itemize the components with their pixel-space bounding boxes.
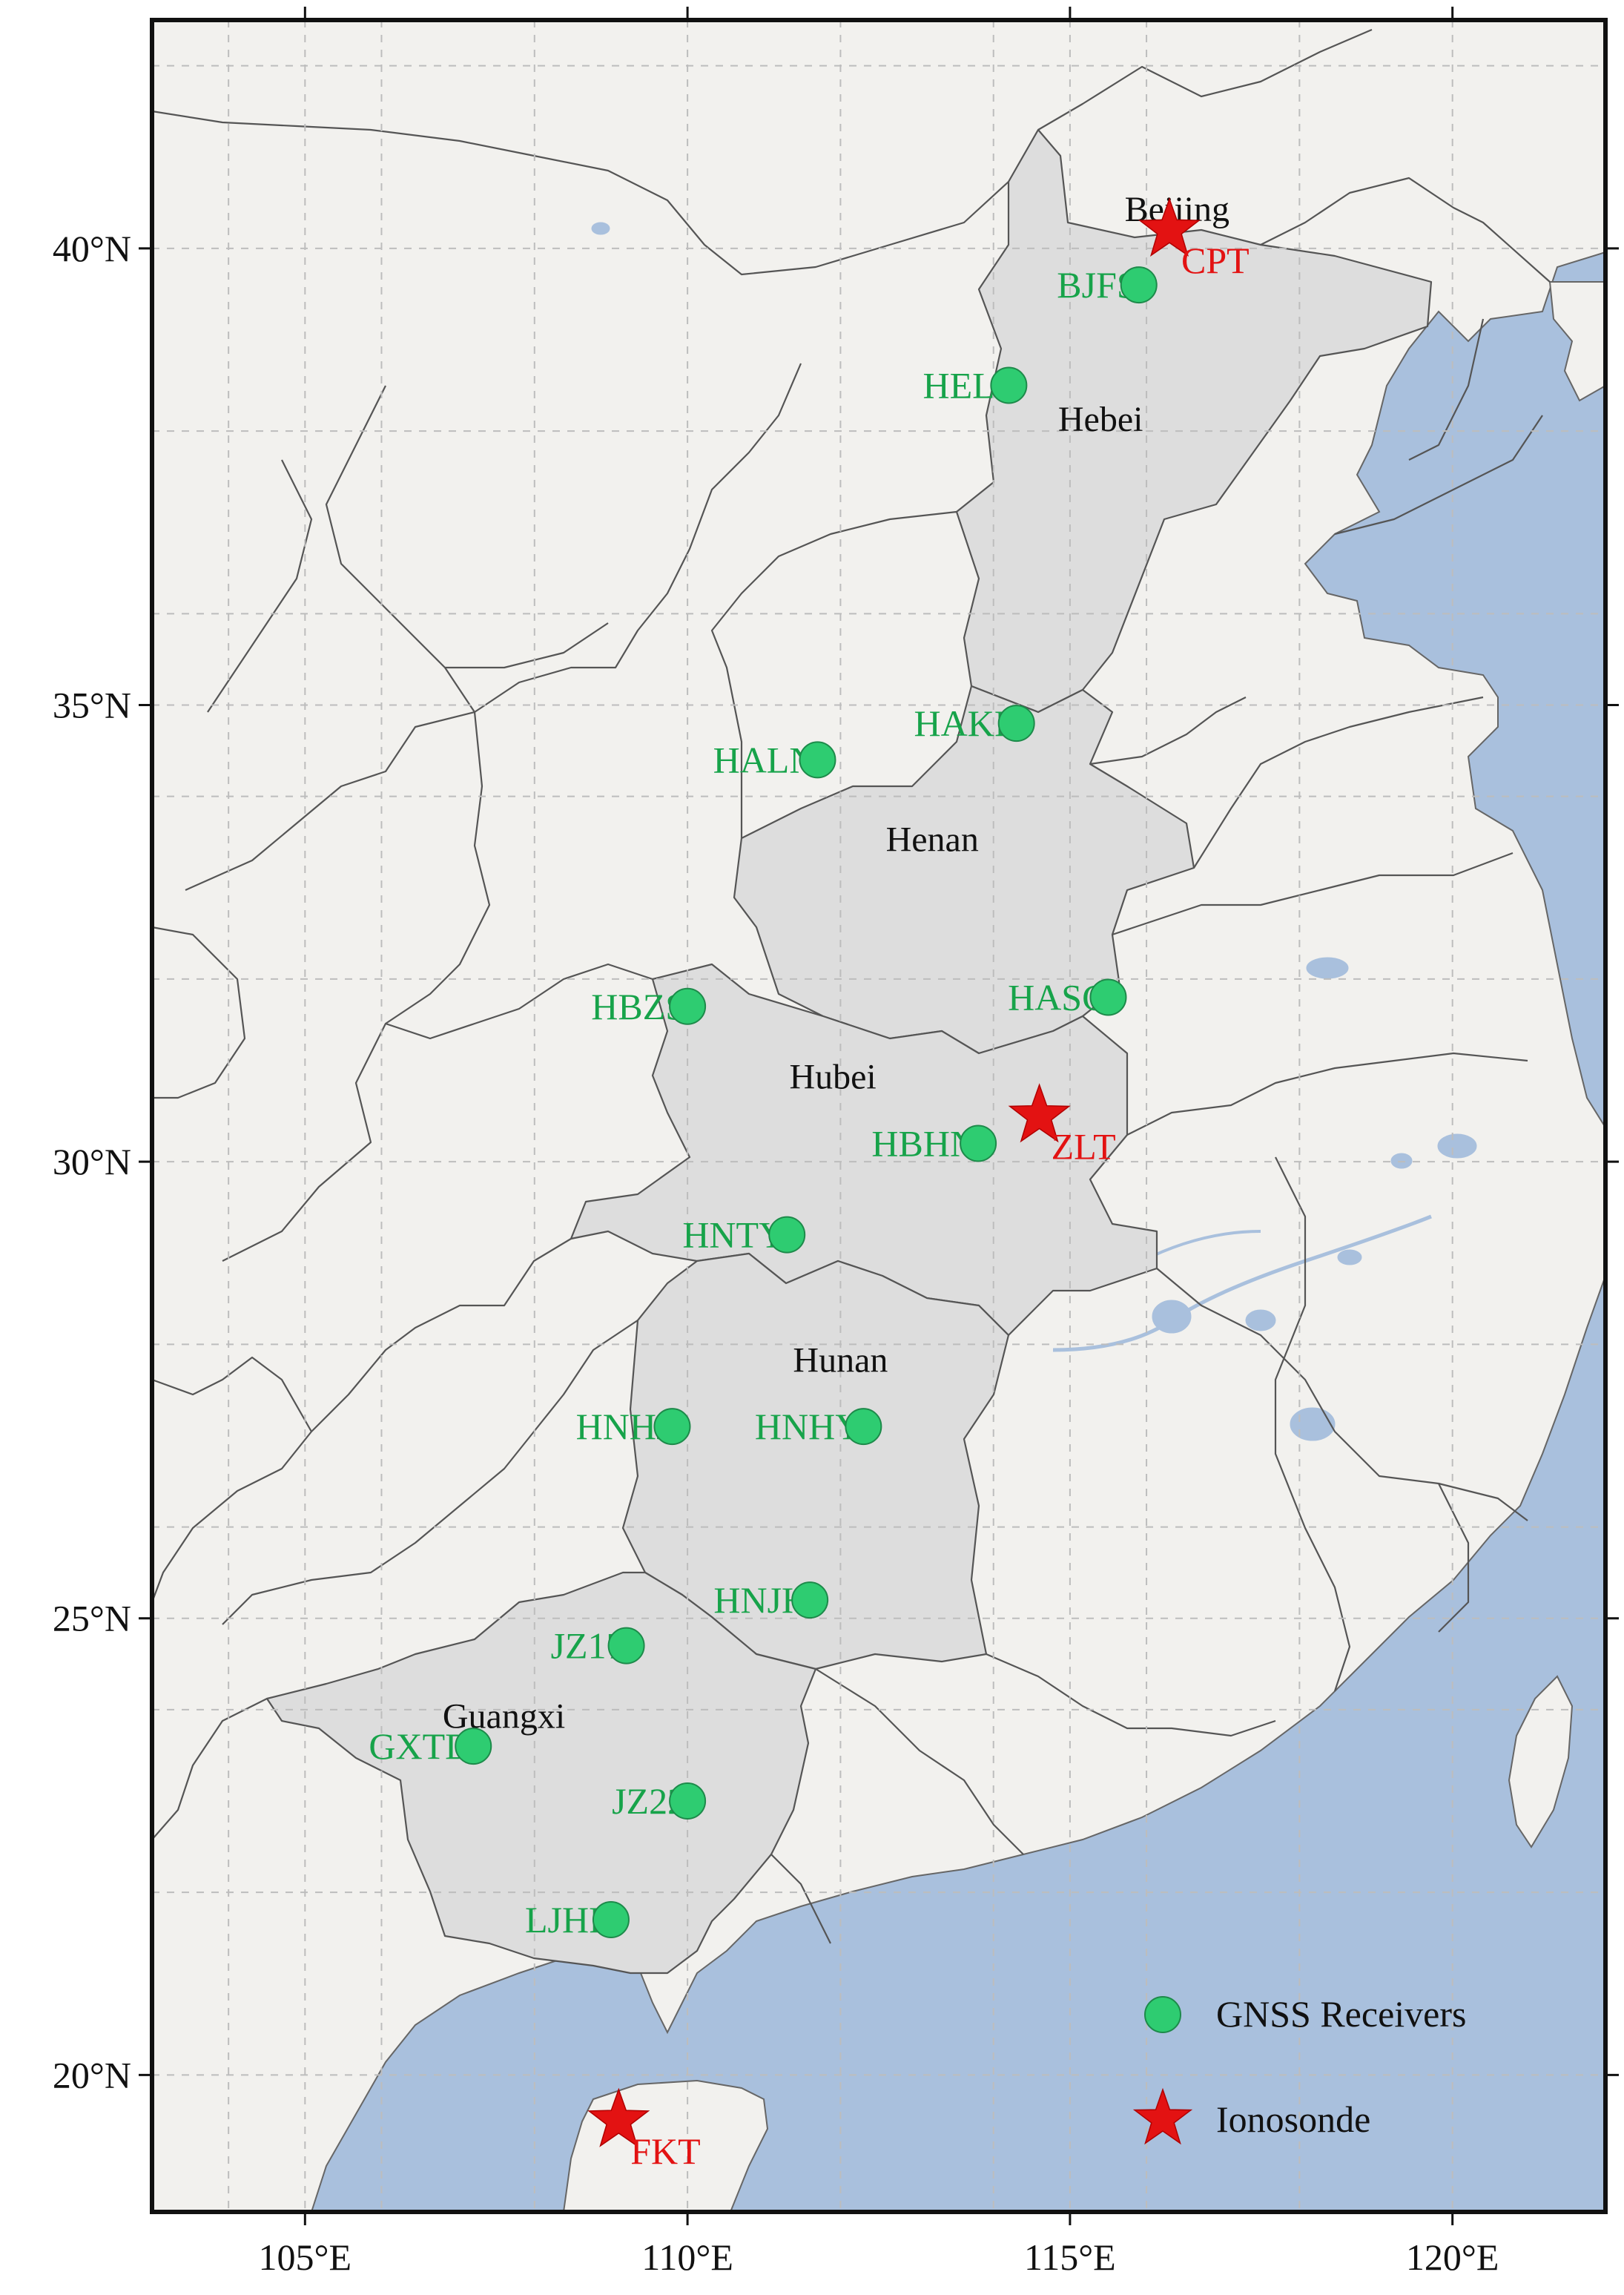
gnss-marker-hbzs (669, 987, 707, 1025)
x-tick-label: 105°E (259, 2236, 352, 2278)
ionosondes: CPT ZLT FKT (587, 197, 1250, 2172)
gnss-marker-heli (990, 366, 1028, 404)
gnss-label-haln: HALN (713, 739, 816, 780)
y-tick-label: 25°N (53, 1598, 131, 1639)
land-taiwan (1508, 1675, 1574, 1848)
map-area (152, 20, 1605, 2212)
gnss-marker-jz17 (607, 1627, 645, 1665)
x-tick-label: 110°E (641, 2236, 733, 2278)
gnss-marker-hbhn (960, 1125, 997, 1162)
province-label-hunan: Hunan (793, 1340, 888, 1380)
province-label-hebei: Hebei (1058, 400, 1143, 439)
gnss-label-hnhy: HNHY (755, 1406, 862, 1447)
legend-gnss-label: GNSS Receivers (1216, 1993, 1466, 2035)
ionosonde-label-fkt: FKT (630, 2130, 700, 2172)
legend-gnss-symbol (1144, 1996, 1181, 2033)
gnss-marker-haln (799, 741, 836, 779)
legend: GNSS Receivers Ionosonde (1132, 1993, 1466, 2145)
x-tick-label: 115°E (1024, 2236, 1116, 2278)
highlighted-provinces (265, 128, 1433, 1975)
graticule (152, 20, 1605, 2212)
legend-ionosonde-label: Ionosonde (1216, 2098, 1370, 2140)
x-tick-label: 120°E (1406, 2236, 1499, 2278)
gnss-receivers: BJFSHELIHAKFHALNHASCHBZSHBHNHNTYHNHYHNHJ… (369, 264, 1158, 1940)
land-liaodong (1548, 281, 1605, 402)
province-label-hubei: Hubei (789, 1058, 876, 1097)
y-tick-label: 30°N (53, 1141, 131, 1182)
y-tick-label: 20°N (53, 2054, 131, 2095)
ionosonde-marker-cpt (1138, 197, 1201, 257)
gnss-marker-hnhy (845, 1408, 882, 1446)
map-frame (150, 18, 1608, 2214)
gnss-marker-ljhp (592, 1901, 630, 1938)
y-tick-label: 40°N (53, 228, 131, 269)
y-tick-labels: 20°N 25°N 30°N 35°N 40°N (53, 228, 131, 2096)
axis-ticks (139, 7, 1619, 2225)
ionosonde-marker-fkt (587, 2087, 650, 2147)
x-tick-labels: 105°E 110°E 115°E 120°E (259, 2236, 1499, 2278)
gnss-marker-hnty (768, 1216, 806, 1254)
ionosonde-marker-zlt (1008, 1083, 1071, 1143)
gnss-marker-gxtd (455, 1728, 492, 1765)
legend-ionosonde-symbol (1132, 2087, 1193, 2145)
province-label-guangxi: Guangxi (443, 1696, 565, 1736)
gnss-marker-hakf (997, 705, 1035, 742)
inland-water (591, 222, 1477, 1441)
gnss-marker-hnjh (791, 1581, 829, 1619)
gnss-marker-jz22 (669, 1782, 707, 1820)
ionosonde-label-cpt: CPT (1181, 240, 1250, 281)
gnss-label-gxtd: GXTD (369, 1725, 472, 1767)
gnss-label-hbhn: HBHN (871, 1122, 977, 1164)
gnss-marker-hnhj (653, 1408, 691, 1446)
province-label-henan: Henan (886, 820, 979, 859)
ionosonde-label-zlt: ZLT (1052, 1126, 1116, 1168)
gnss-label-hnty: HNTY (682, 1214, 785, 1256)
province-borders (152, 28, 1551, 1944)
gnss-marker-hasc (1089, 978, 1127, 1016)
gnss-marker-bjfs (1120, 266, 1158, 304)
y-tick-label: 35°N (53, 684, 131, 725)
